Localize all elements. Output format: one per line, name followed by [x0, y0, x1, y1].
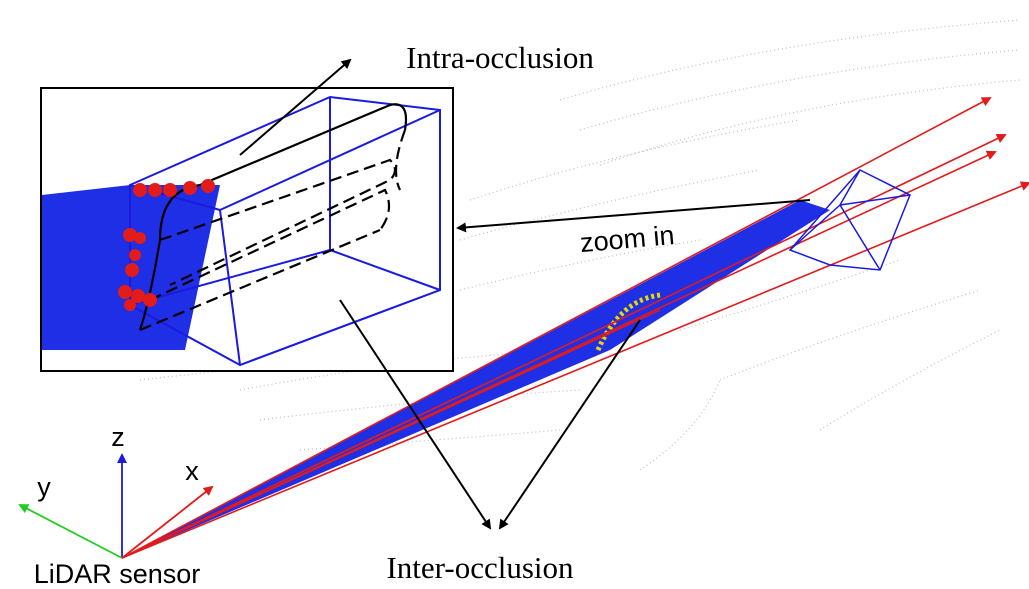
- zoom-label: zoom in: [579, 220, 676, 258]
- intra-occlusion-label: Intra-occlusion: [406, 40, 594, 75]
- diagram: Intra-occlusion zoom in Inter-occlusion …: [0, 0, 1029, 589]
- inter-occlusion-label: Inter-occlusion: [386, 550, 574, 585]
- sensor-axes: [20, 455, 212, 558]
- axis-x-label: x: [185, 456, 199, 486]
- axis-y-label: y: [37, 472, 51, 502]
- sensor-label: LiDAR sensor: [34, 559, 201, 589]
- axis-z-label: z: [111, 422, 125, 452]
